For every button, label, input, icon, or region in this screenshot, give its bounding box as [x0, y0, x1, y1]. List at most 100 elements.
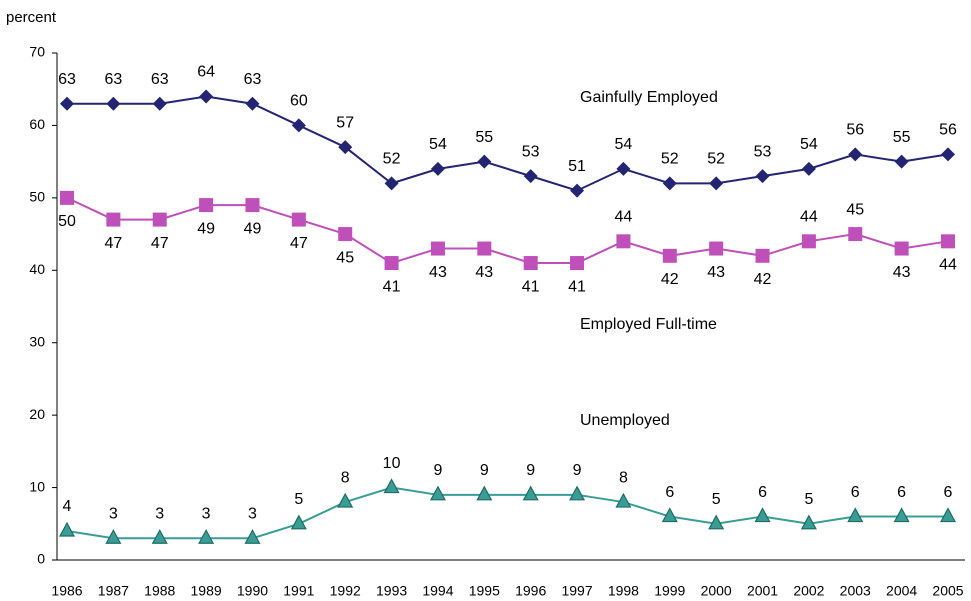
value-label: 49	[244, 220, 262, 237]
y-axis-label: percent	[6, 9, 57, 26]
value-label: 54	[429, 136, 447, 153]
value-label: 44	[939, 257, 957, 274]
marker	[430, 241, 445, 256]
value-label: 44	[615, 209, 633, 226]
marker	[245, 198, 260, 213]
marker	[755, 169, 770, 184]
marker	[429, 485, 446, 501]
value-label: 45	[846, 201, 864, 218]
marker	[522, 485, 539, 501]
value-label: 42	[661, 271, 679, 288]
value-label: 5	[804, 491, 813, 508]
value-label: 6	[944, 484, 953, 501]
marker	[60, 96, 74, 111]
y-tick-label: 0	[37, 551, 45, 567]
marker	[801, 161, 816, 176]
x-tick-label: 2002	[793, 583, 824, 599]
marker	[152, 212, 167, 227]
series-line	[67, 95, 949, 192]
marker	[894, 241, 909, 256]
value-label: 41	[568, 278, 586, 295]
value-label: 43	[475, 264, 493, 281]
marker	[60, 190, 74, 205]
marker	[661, 507, 678, 523]
value-label: 8	[341, 469, 350, 486]
value-label: 42	[754, 271, 772, 288]
marker	[754, 507, 771, 523]
marker	[199, 198, 214, 213]
value-label: 44	[800, 209, 818, 226]
marker	[894, 154, 909, 169]
x-tick-label: 1986	[51, 583, 82, 599]
marker	[662, 248, 677, 263]
marker	[848, 227, 863, 242]
y-tick-label: 30	[29, 333, 45, 349]
series-label: Employed Full-time	[580, 316, 717, 333]
marker	[383, 478, 400, 494]
x-tick-label: 1988	[144, 583, 175, 599]
value-label: 3	[202, 505, 211, 522]
value-label: 55	[475, 129, 493, 146]
marker	[290, 514, 307, 530]
marker	[848, 147, 863, 162]
marker	[477, 241, 492, 256]
marker	[291, 212, 306, 227]
x-tick-label: 1987	[98, 583, 129, 599]
marker	[338, 227, 353, 242]
series-line	[66, 486, 948, 540]
marker	[570, 256, 585, 271]
series-label: Gainfully Employed	[580, 89, 718, 106]
y-tick-label: 40	[29, 261, 45, 277]
y-tick-label: 50	[29, 189, 45, 205]
value-label: 4	[63, 498, 72, 515]
value-label: 47	[290, 235, 308, 252]
value-label: 57	[336, 114, 354, 131]
marker	[847, 507, 864, 523]
value-label: 9	[480, 462, 489, 479]
value-label: 47	[104, 235, 122, 252]
marker	[384, 256, 399, 271]
marker	[893, 507, 910, 523]
x-tick-label: 1997	[561, 583, 592, 599]
value-label: 63	[244, 71, 262, 88]
x-tick-label: 1994	[422, 583, 453, 599]
x-tick-label: 1991	[283, 583, 314, 599]
value-label: 8	[619, 469, 628, 486]
marker	[523, 169, 538, 184]
value-label: 49	[197, 220, 215, 237]
x-tick-label: 2001	[747, 583, 778, 599]
marker	[755, 248, 770, 263]
value-label: 51	[568, 158, 586, 175]
y-tick-label: 10	[29, 478, 45, 494]
marker	[801, 234, 816, 249]
x-tick-label: 1989	[191, 583, 222, 599]
marker	[198, 529, 215, 544]
marker	[523, 256, 538, 271]
marker	[477, 154, 492, 169]
x-tick-label: 1998	[608, 583, 639, 599]
marker	[708, 514, 725, 530]
value-label: 53	[754, 143, 772, 160]
y-tick-label: 70	[29, 44, 45, 60]
y-tick-label: 20	[29, 406, 45, 422]
value-label: 9	[526, 462, 535, 479]
marker	[105, 529, 122, 544]
marker	[199, 89, 214, 104]
value-label: 55	[893, 129, 911, 146]
value-label: 43	[429, 264, 447, 281]
value-label: 5	[712, 491, 721, 508]
value-label: 43	[707, 264, 725, 281]
marker	[800, 514, 817, 530]
marker	[662, 176, 677, 191]
x-tick-label: 1996	[515, 583, 546, 599]
marker	[941, 234, 955, 249]
x-tick-label: 1993	[376, 583, 407, 599]
value-label: 41	[522, 278, 540, 295]
series-label: Unemployed	[580, 412, 670, 429]
marker	[337, 492, 354, 508]
value-label: 9	[573, 462, 582, 479]
value-label: 6	[665, 484, 674, 501]
marker	[106, 96, 121, 111]
value-label: 43	[893, 264, 911, 281]
